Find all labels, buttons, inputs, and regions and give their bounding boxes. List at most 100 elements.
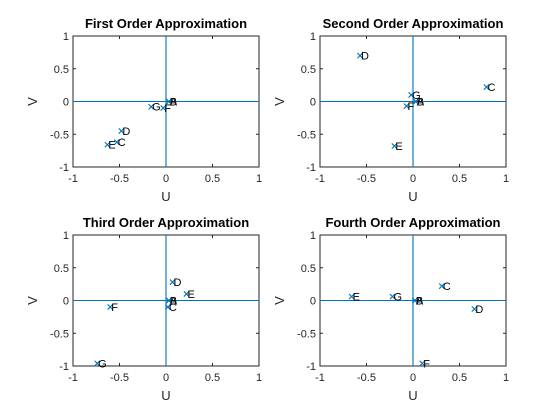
point-label-e: E: [395, 141, 402, 153]
y-tick-label: -1: [306, 162, 316, 174]
x-axis-label: U: [408, 189, 417, 204]
data-point-c: [438, 283, 445, 290]
data-point-e: [183, 290, 190, 297]
point-label-f: F: [407, 101, 414, 113]
point-label-a: A: [170, 296, 178, 308]
subplot-1: First Order Approximation -1 -0.5 0 0.5 1 1 0.5…: [25, 16, 262, 204]
x-tick-label: 1: [256, 372, 262, 384]
point-label-g: G: [152, 102, 161, 114]
x-tick-label: -1: [68, 372, 78, 384]
x-tick-label: 1: [503, 372, 509, 384]
point-label-g: G: [412, 90, 421, 102]
data-point-b: [165, 98, 172, 105]
subplot-2: Second Order Approximation -1 -0.5 0 0.5 1 1 0.…: [272, 16, 509, 204]
x-tick-label: 0: [410, 372, 416, 384]
data-point-f: [160, 105, 167, 112]
point-label-a: A: [416, 296, 424, 308]
point-label-c: C: [169, 302, 177, 314]
data-point-d: [471, 306, 478, 313]
data-point-d: [118, 127, 125, 134]
point-label-c: C: [487, 82, 495, 94]
data-point-e: [104, 141, 111, 148]
y-axis-label: V: [25, 97, 40, 106]
point-label-e: E: [187, 289, 194, 301]
point-label-f: F: [423, 358, 430, 370]
x-tick-label: 0: [163, 173, 169, 185]
y-tick-label: 0.5: [301, 263, 316, 275]
data-point-e: [391, 143, 398, 150]
y-tick-label: 1: [63, 230, 69, 242]
point-label-g: G: [394, 292, 403, 304]
data-point-g: [408, 91, 415, 98]
y-axis-label: V: [272, 296, 287, 305]
x-tick-label: 0.5: [452, 173, 467, 185]
x-tick-label: 1: [503, 173, 509, 185]
y-tick-label: 0.5: [54, 263, 69, 275]
y-tick-label: -0.5: [297, 129, 316, 141]
x-tick-label: -1: [315, 372, 325, 384]
x-tick-label: 1: [256, 173, 262, 185]
data-point-b: [412, 98, 419, 105]
x-tick-label: -0.5: [110, 372, 129, 384]
point-label-d: D: [361, 51, 369, 63]
data-point-b: [165, 297, 172, 304]
point-label-d: D: [122, 126, 130, 138]
subplot-4: Fourth Order Approximation -1 -0.5 0 0.5 1 1 0.…: [272, 215, 509, 403]
y-tick-label: 1: [63, 31, 69, 43]
x-tick-label: -0.5: [357, 372, 376, 384]
point-label-d: D: [174, 277, 182, 289]
x-tick-label: -1: [68, 173, 78, 185]
data-point-d: [169, 279, 176, 286]
y-tick-label: 0: [63, 296, 69, 308]
point-label-f: F: [164, 103, 171, 115]
x-tick-label: 0: [410, 173, 416, 185]
data-point-f: [419, 360, 426, 367]
y-tick-label: -0.5: [50, 328, 69, 340]
point-label-e: E: [353, 292, 360, 304]
x-axis-label: U: [161, 189, 170, 204]
data-point-c: [113, 139, 120, 146]
x-tick-label: -1: [315, 173, 325, 185]
point-label-g: G: [98, 358, 107, 370]
y-axis-label: V: [272, 97, 287, 106]
y-tick-label: 0: [310, 296, 316, 308]
point-label-b: B: [417, 97, 424, 109]
data-point-g: [389, 293, 396, 300]
data-point-g: [148, 103, 155, 110]
data-point-c: [483, 84, 490, 91]
point-label-d: D: [475, 304, 483, 316]
point-label-a: A: [417, 97, 425, 109]
y-tick-label: 0.5: [301, 64, 316, 76]
point-label-b: B: [416, 296, 423, 308]
point-label-a: A: [170, 97, 178, 109]
point-label-b: B: [170, 97, 177, 109]
x-tick-label: 0.5: [452, 372, 467, 384]
x-tick-label: 0.5: [205, 372, 220, 384]
data-point-c: [164, 304, 171, 311]
plot-title: Third Order Approximation: [83, 215, 249, 230]
x-axis-label: U: [161, 388, 170, 403]
y-tick-label: 0: [63, 97, 69, 109]
data-point-b: [411, 297, 418, 304]
y-tick-label: 1: [310, 31, 316, 43]
point-label-c: C: [118, 137, 126, 149]
plot-title: Fourth Order Approximation: [325, 215, 500, 230]
point-label-f: F: [111, 302, 118, 314]
y-axis-label: V: [25, 296, 40, 305]
y-tick-label: -1: [59, 361, 69, 373]
y-tick-label: -1: [306, 361, 316, 373]
x-tick-label: -0.5: [357, 173, 376, 185]
point-label-c: C: [443, 281, 451, 293]
x-axis-label: U: [408, 388, 417, 403]
y-tick-label: -1: [59, 162, 69, 174]
x-tick-label: 0: [163, 372, 169, 384]
subplot-3: Third Order Approximation -1 -0.5 0 0.5 1 1 0.5…: [25, 215, 262, 403]
y-tick-label: -0.5: [50, 129, 69, 141]
data-point-g: [94, 360, 101, 367]
data-point-d: [357, 52, 363, 59]
plot-title: Second Order Approximation: [323, 16, 504, 31]
data-point-e: [348, 293, 355, 300]
y-tick-label: 0: [310, 97, 316, 109]
plot-title: First Order Approximation: [85, 16, 247, 31]
